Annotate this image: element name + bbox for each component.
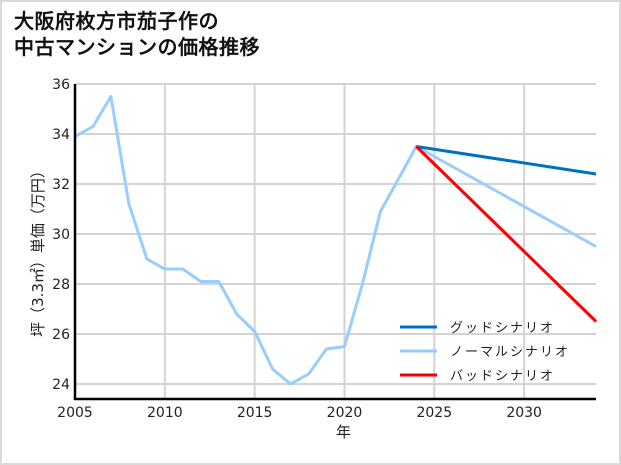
chart-title: 大阪府枚方市茄子作の 中古マンションの価格推移 xyxy=(14,8,260,60)
x-axis-label: 年 xyxy=(336,423,351,441)
title-line-1: 大阪府枚方市茄子作の xyxy=(14,9,219,33)
y-tick-label: 36 xyxy=(52,77,70,93)
series-line xyxy=(74,95,597,386)
y-axis-label: 坪（3.3㎡）単価（万円） xyxy=(29,163,47,337)
x-tick-label: 2015 xyxy=(237,405,273,421)
grid xyxy=(75,83,596,399)
legend-label: グッドシナリオ xyxy=(450,321,555,336)
legend-label: ノーマルシナリオ xyxy=(450,345,570,360)
series-line xyxy=(416,145,597,176)
x-tick-label: 2025 xyxy=(416,405,452,421)
series-line xyxy=(415,145,598,323)
x-tick-label: 2005 xyxy=(57,405,93,421)
title-line-2: 中古マンションの価格推移 xyxy=(14,35,260,59)
y-tick-label: 24 xyxy=(52,377,70,393)
y-tick-label: 26 xyxy=(52,327,70,343)
y-tick-label: 32 xyxy=(52,177,70,193)
legend-label: バッドシナリオ xyxy=(450,369,555,384)
x-tick-label: 2030 xyxy=(506,405,542,421)
y-tick-label: 30 xyxy=(52,227,70,243)
x-tick-label: 2020 xyxy=(327,405,363,421)
y-tick-label: 34 xyxy=(52,127,70,143)
x-tick-label: 2010 xyxy=(147,405,183,421)
y-tick-label: 28 xyxy=(52,277,70,293)
